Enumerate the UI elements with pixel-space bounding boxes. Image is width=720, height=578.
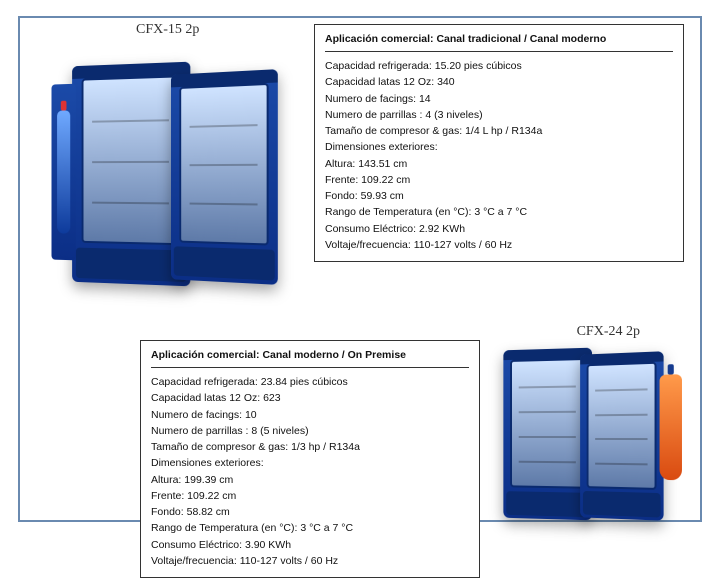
bottle-strip bbox=[51, 83, 75, 260]
spec-line: Voltaje/frecuencia: 110-127 volts / 60 H… bbox=[151, 553, 469, 569]
spec-line: Altura: 143.51 cm bbox=[325, 156, 673, 172]
spec-box-bottom: Aplicación comercial: Canal moderno / On… bbox=[140, 340, 480, 578]
fridge-door bbox=[179, 82, 269, 245]
spec-line: Fondo: 58.82 cm bbox=[151, 504, 469, 520]
spec-line: Frente: 109.22 cm bbox=[325, 172, 673, 188]
spec-line: Capacidad latas 12 Oz: 340 bbox=[325, 74, 673, 90]
spec-line: Capacidad refrigerada: 23.84 pies cúbico… bbox=[151, 374, 469, 390]
fridge-base bbox=[583, 491, 661, 517]
spec-line: Voltaje/frecuencia: 110-127 volts / 60 H… bbox=[325, 237, 673, 253]
model-title-top: CFX-15 2p bbox=[136, 22, 199, 38]
spec-line: Altura: 199.39 cm bbox=[151, 472, 469, 488]
spec-line: Frente: 109.22 cm bbox=[151, 488, 469, 504]
spec-line: Numero de parrillas : 4 (3 niveles) bbox=[325, 107, 673, 123]
spec-header-top: Aplicación comercial: Canal tradicional … bbox=[325, 33, 673, 52]
bottle-icon bbox=[660, 374, 682, 480]
fridge-base bbox=[506, 491, 589, 517]
spec-header-bottom: Aplicación comercial: Canal moderno / On… bbox=[151, 349, 469, 368]
model-title-bottom: CFX-24 2p bbox=[577, 324, 640, 340]
bottle-icon bbox=[57, 110, 70, 234]
spec-line: Numero de parrillas : 8 (5 niveles) bbox=[151, 423, 469, 439]
fridge-unit bbox=[503, 348, 592, 521]
spec-line: Rango de Temperatura (en °C): 3 °C a 7 °… bbox=[325, 204, 673, 220]
spec-line: Tamaño de compresor & gas: 1/4 L hp / R1… bbox=[325, 123, 673, 139]
spec-line: Capacidad latas 12 Oz: 623 bbox=[151, 390, 469, 406]
spec-line: Consumo Eléctrico: 3.90 KWh bbox=[151, 537, 469, 553]
fridge-door bbox=[81, 75, 180, 245]
spec-line: Dimensiones exteriores: bbox=[151, 455, 469, 471]
fridge-illustration-bottom bbox=[502, 345, 682, 523]
fridge-base bbox=[174, 247, 274, 281]
spec-box-top: Aplicación comercial: Canal tradicional … bbox=[314, 24, 684, 262]
spec-lines-top: Capacidad refrigerada: 15.20 pies cúbico… bbox=[325, 58, 673, 253]
fridge-base bbox=[76, 247, 187, 281]
spec-line: Numero de facings: 10 bbox=[151, 407, 469, 423]
fridge-door bbox=[587, 362, 657, 490]
fridge-unit bbox=[580, 351, 663, 521]
spec-line: Capacidad refrigerada: 15.20 pies cúbico… bbox=[325, 58, 673, 74]
spec-line: Rango de Temperatura (en °C): 3 °C a 7 °… bbox=[151, 520, 469, 536]
fridge-unit bbox=[171, 69, 278, 285]
spec-line: Dimensiones exteriores: bbox=[325, 139, 673, 155]
fridge-illustration-top bbox=[70, 54, 290, 294]
spec-line: Consumo Eléctrico: 2.92 KWh bbox=[325, 221, 673, 237]
fridge-door bbox=[510, 358, 584, 489]
spec-line: Fondo: 59.93 cm bbox=[325, 188, 673, 204]
spec-line: Numero de facings: 14 bbox=[325, 91, 673, 107]
spec-line: Tamaño de compresor & gas: 1/3 hp / R134… bbox=[151, 439, 469, 455]
